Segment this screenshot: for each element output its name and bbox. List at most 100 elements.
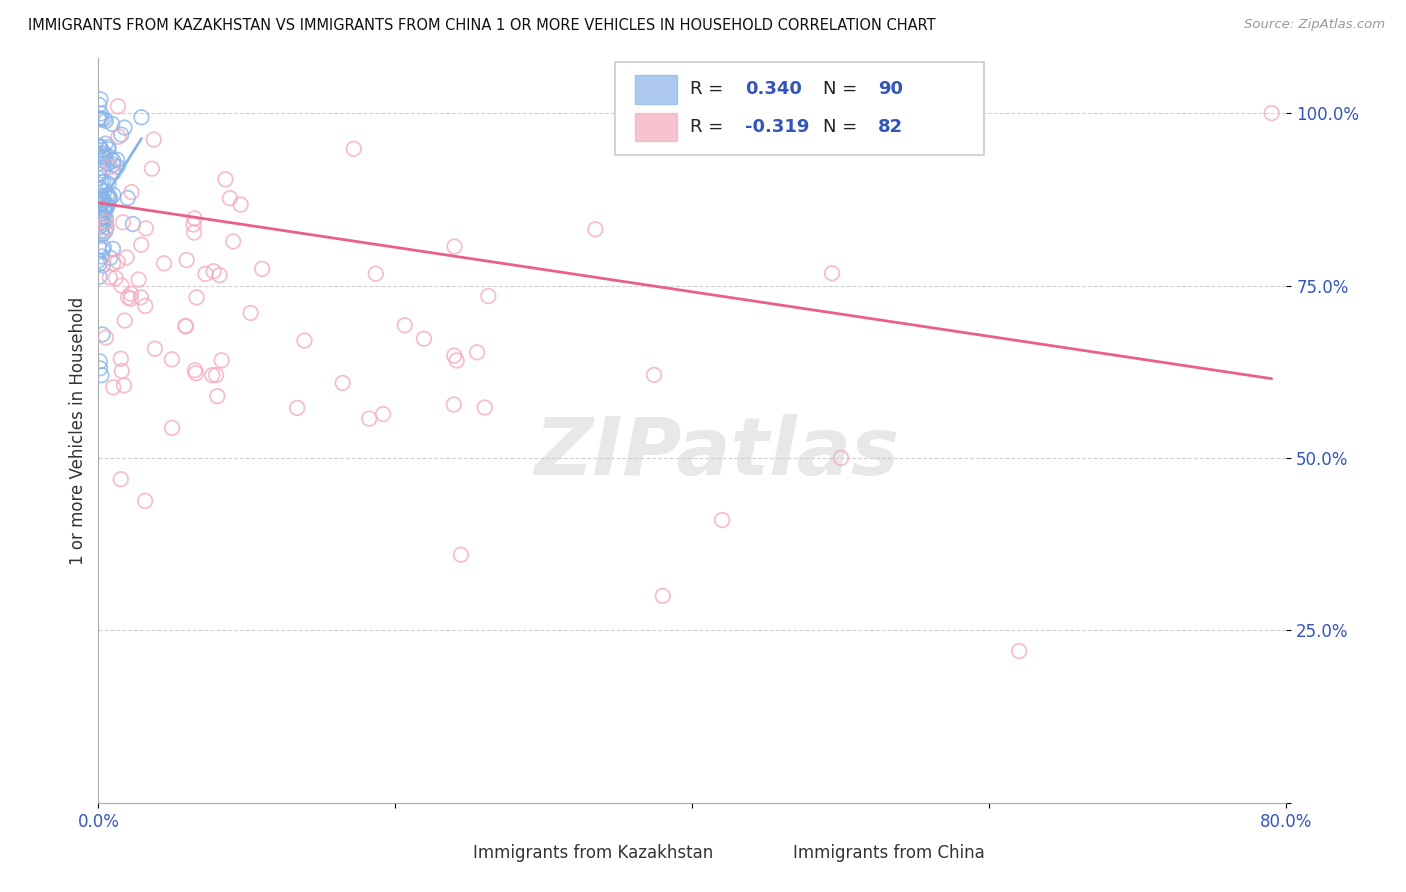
Point (450, 548, 472, 562)
Point (141, 161, 163, 176)
Point (183, 226, 205, 240)
Point (208, 268, 231, 282)
Point (186, 290, 208, 304)
Point (98, 150, 121, 164)
Point (214, 172, 236, 186)
Point (821, 266, 844, 280)
FancyBboxPatch shape (636, 75, 678, 103)
Point (93, 241, 115, 255)
Point (93, 202, 115, 217)
Point (94, 199, 117, 213)
Point (129, 290, 152, 304)
Point (134, 299, 156, 313)
Point (583, 222, 606, 236)
Point (394, 318, 416, 333)
Point (90, 211, 112, 226)
Point (117, 290, 139, 304)
Point (122, 217, 145, 231)
Point (107, 160, 129, 174)
Point (105, 153, 128, 167)
Text: 82: 82 (877, 118, 903, 136)
Point (104, 271, 127, 285)
Point (207, 389, 229, 403)
Point (87, 112, 110, 126)
Point (90, 216, 112, 230)
Point (477, 289, 499, 303)
Point (94, 224, 117, 238)
Point (112, 378, 135, 392)
Point (229, 197, 252, 211)
Point (87, 171, 110, 186)
Point (94, 136, 117, 151)
Point (97, 189, 120, 203)
Point (90, 191, 112, 205)
Point (371, 407, 394, 421)
Point (91, 327, 114, 342)
Point (89, 354, 111, 368)
Point (93, 149, 115, 163)
Point (174, 319, 197, 334)
Point (87, 192, 110, 206)
Point (110, 128, 132, 142)
Point (89, 269, 111, 284)
Y-axis label: 1 or more Vehicles in Household: 1 or more Vehicles in Household (69, 296, 87, 565)
Point (90, 193, 112, 207)
Point (90, 92, 112, 106)
Point (120, 292, 142, 306)
Point (202, 264, 225, 278)
Point (89, 198, 111, 212)
Point (103, 165, 125, 179)
Point (90, 215, 112, 229)
Point (117, 191, 139, 205)
Point (96, 220, 118, 235)
Point (142, 132, 165, 146)
Point (103, 157, 125, 171)
Point (89, 182, 111, 196)
Text: Immigrants from China: Immigrants from China (793, 844, 986, 862)
Point (121, 185, 143, 199)
Point (651, 589, 673, 603)
Point (101, 256, 124, 270)
Point (90, 368, 112, 383)
Point (97, 177, 120, 191)
Point (94, 215, 117, 229)
Point (96, 199, 118, 213)
Point (219, 191, 242, 205)
Point (359, 411, 381, 425)
Point (128, 272, 150, 286)
Point (285, 401, 308, 415)
Text: R =: R = (690, 80, 730, 98)
FancyBboxPatch shape (636, 113, 678, 141)
Point (87, 253, 110, 268)
Point (443, 349, 465, 363)
Point (98, 251, 121, 265)
Point (89, 219, 111, 234)
Point (87, 111, 110, 125)
Point (90, 224, 112, 238)
Point (114, 120, 136, 135)
Point (96, 189, 118, 203)
Point (89, 180, 111, 194)
Point (103, 380, 125, 394)
FancyBboxPatch shape (419, 844, 464, 863)
Point (93, 203, 115, 218)
Point (443, 239, 465, 253)
Point (91, 210, 114, 224)
Point (1008, 644, 1031, 658)
Point (97, 140, 120, 154)
Point (90, 143, 112, 157)
Point (153, 256, 176, 270)
Point (93, 185, 115, 199)
Point (97, 157, 120, 171)
Point (90, 250, 112, 264)
Point (91, 259, 114, 273)
Point (129, 237, 152, 252)
Point (100, 160, 122, 174)
Point (110, 472, 132, 486)
Point (94, 221, 117, 235)
Point (176, 252, 198, 267)
FancyBboxPatch shape (616, 62, 984, 155)
Point (143, 342, 166, 356)
Point (135, 221, 157, 235)
Point (89, 257, 111, 271)
